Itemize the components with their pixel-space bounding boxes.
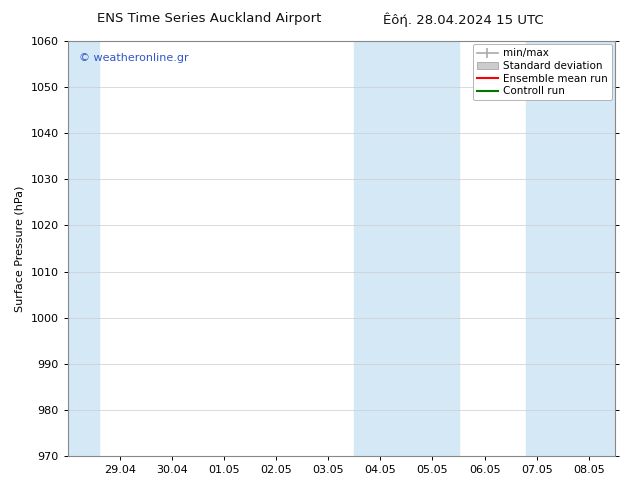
- Text: Êôή. 28.04.2024 15 UTC: Êôή. 28.04.2024 15 UTC: [382, 12, 543, 27]
- Bar: [526, 41, 615, 456]
- Text: ENS Time Series Auckland Airport: ENS Time Series Auckland Airport: [97, 12, 321, 25]
- Bar: [68, 41, 99, 456]
- Y-axis label: Surface Pressure (hPa): Surface Pressure (hPa): [15, 185, 25, 312]
- Legend: min/max, Standard deviation, Ensemble mean run, Controll run: min/max, Standard deviation, Ensemble me…: [472, 44, 612, 100]
- Bar: [354, 41, 458, 456]
- Text: © weatheronline.gr: © weatheronline.gr: [79, 53, 188, 64]
